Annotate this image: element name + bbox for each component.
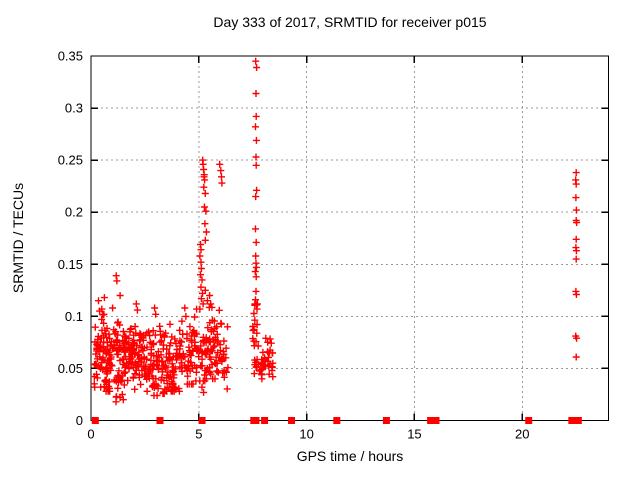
x-tick-label: 10 xyxy=(299,427,313,442)
zero-value-marker xyxy=(432,417,440,424)
zero-value-marker xyxy=(333,417,341,424)
x-axis-label: GPS time / hours xyxy=(296,448,404,464)
chart-title: Day 333 of 2017, SRMTID for receiver p01… xyxy=(213,14,487,30)
y-tick-label: 0.35 xyxy=(58,49,83,64)
zero-value-marker xyxy=(427,417,435,424)
zero-value-marker xyxy=(91,417,99,424)
zero-value-marker xyxy=(288,417,296,424)
y-tick-label: 0.2 xyxy=(65,205,83,220)
zero-value-marker xyxy=(198,417,206,424)
data-point-markers xyxy=(90,57,581,406)
x-tick-label: 0 xyxy=(87,427,94,442)
zero-value-marker xyxy=(525,417,533,424)
y-tick-label: 0 xyxy=(76,413,83,428)
y-tick-label: 0.3 xyxy=(65,101,83,116)
y-tick-label: 0.1 xyxy=(65,309,83,324)
zero-value-marker xyxy=(156,417,164,424)
zero-value-marker xyxy=(574,417,582,424)
y-tick-label: 0.25 xyxy=(58,153,83,168)
x-tick-label: 5 xyxy=(195,427,202,442)
x-tick-label: 20 xyxy=(515,427,529,442)
x-tick-label: 15 xyxy=(407,427,421,442)
y-tick-label: 0.05 xyxy=(58,361,83,376)
plot-border xyxy=(90,55,610,422)
zero-value-marker xyxy=(382,417,390,424)
zero-value-marker xyxy=(252,417,260,424)
y-tick-label: 0.15 xyxy=(58,257,83,272)
zero-value-marker xyxy=(261,417,269,424)
